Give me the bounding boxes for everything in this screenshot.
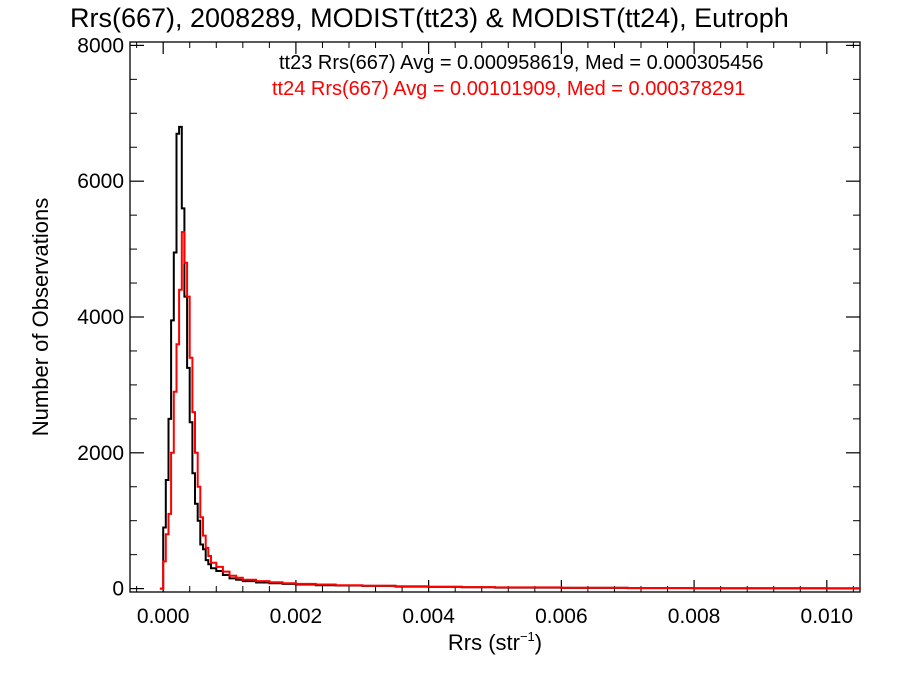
x-axis-label-close: ) — [535, 630, 542, 655]
x-tick-label: 0.006 — [535, 605, 588, 628]
y-axis: 0 2000 4000 6000 8000 — [77, 34, 860, 601]
chart-title: Rrs(667), 2008289, MODIST(tt23) & MODIST… — [70, 3, 789, 33]
series-layer — [159, 125, 861, 590]
y-axis-label: Number of Observations — [28, 198, 53, 436]
y-tick-label: 2000 — [77, 442, 124, 465]
x-axis-label-superscript: −1 — [520, 629, 535, 644]
y-tick-label: 4000 — [77, 306, 124, 329]
x-tick-label: 0.010 — [801, 605, 854, 628]
y-tick-label: 8000 — [77, 34, 124, 57]
y-tick-label: 6000 — [77, 170, 124, 193]
x-tick-label: 0.002 — [270, 605, 323, 628]
legend-entry-tt23: tt23 Rrs(667) Avg = 0.000958619, Med = 0… — [279, 52, 763, 74]
x-axis: 0.000 0.002 0.004 0.006 0.008 0.010 — [136, 42, 854, 628]
x-tick-label: 0.000 — [137, 605, 190, 628]
series-line-tt24 — [159, 231, 861, 590]
y-tick-label: 0 — [112, 578, 124, 601]
x-tick-label: 0.008 — [668, 605, 721, 628]
x-axis-label: Rrs (str−1) — [448, 629, 542, 655]
x-tick-label: 0.004 — [402, 605, 455, 628]
x-axis-label-main: Rrs (str — [448, 630, 520, 655]
plot-frame — [129, 41, 861, 593]
legend-entry-tt24: tt24 Rrs(667) Avg = 0.00101909, Med = 0.… — [272, 78, 745, 100]
series-line-tt23 — [159, 125, 861, 590]
